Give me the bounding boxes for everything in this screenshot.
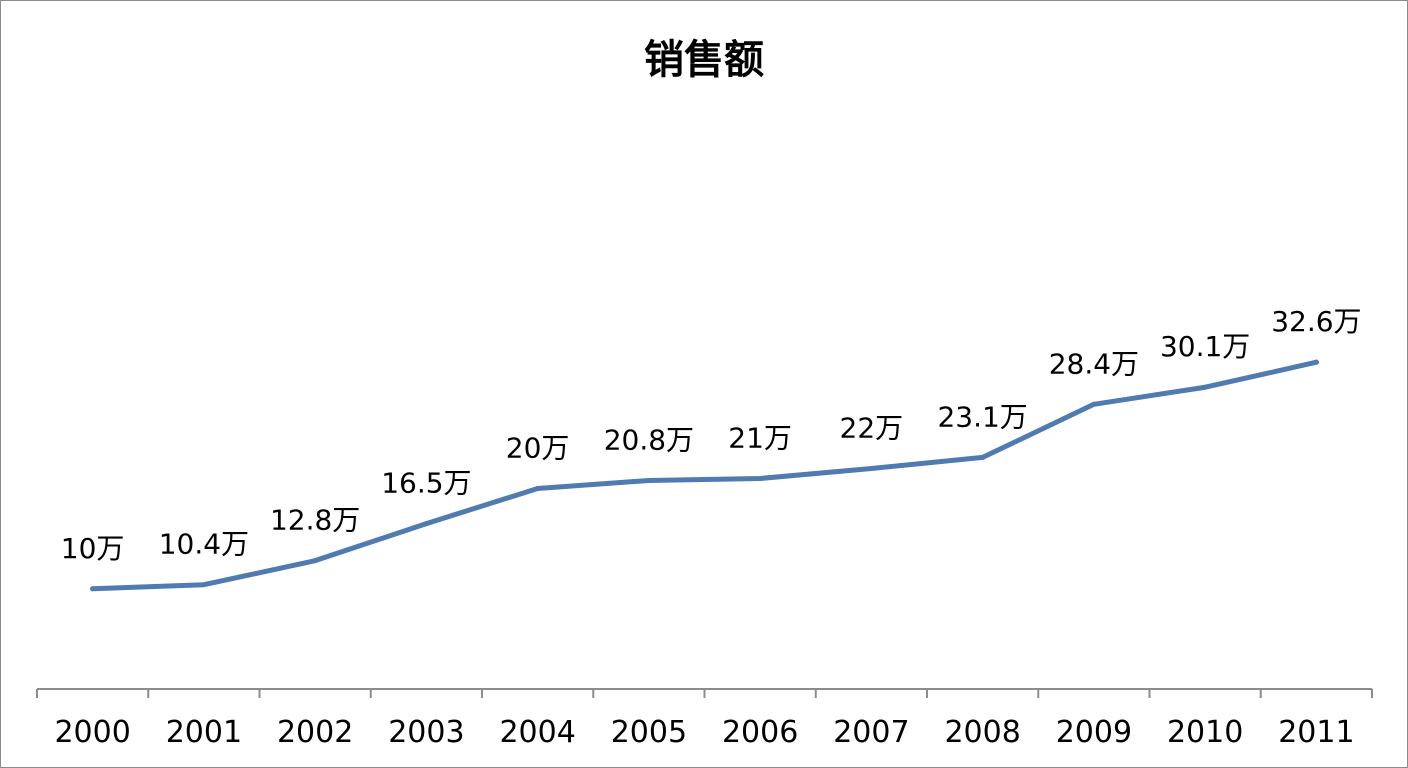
data-label: 16.5万 xyxy=(381,467,471,500)
data-point xyxy=(1313,359,1319,365)
data-label: 12.8万 xyxy=(270,504,360,537)
data-label: 10.4万 xyxy=(159,528,249,561)
data-point xyxy=(423,521,429,527)
data-point xyxy=(1202,384,1208,390)
data-point xyxy=(201,582,207,588)
data-label: 22万 xyxy=(840,411,904,444)
x-tick-label: 2001 xyxy=(166,715,242,750)
data-label: 20.8万 xyxy=(604,423,694,456)
data-label: 30.1万 xyxy=(1160,330,1250,363)
x-tick-label: 2005 xyxy=(611,715,687,750)
x-tick-label: 2010 xyxy=(1167,715,1243,750)
x-tick-label: 2003 xyxy=(388,715,464,750)
series-line xyxy=(90,359,1319,592)
x-tick-label: 2002 xyxy=(277,715,353,750)
data-label: 20万 xyxy=(506,432,570,465)
data-point xyxy=(535,486,541,491)
data-point xyxy=(757,475,763,481)
x-tick-label: 2004 xyxy=(499,715,575,750)
data-point xyxy=(312,558,318,564)
chart-title: 销售额 xyxy=(644,37,764,83)
data-point xyxy=(868,465,874,471)
x-tick-label: 2008 xyxy=(944,715,1020,750)
data-point xyxy=(980,454,986,460)
data-point xyxy=(90,586,96,592)
data-label: 21万 xyxy=(728,421,792,454)
x-tick-label: 2007 xyxy=(833,715,909,750)
x-tick-label: 2000 xyxy=(54,715,130,750)
data-label: 28.4万 xyxy=(1049,347,1139,380)
data-point xyxy=(646,477,652,483)
data-label: 10万 xyxy=(61,532,125,565)
x-tick-label: 2009 xyxy=(1056,715,1132,750)
x-tick-label: 2011 xyxy=(1278,715,1354,750)
data-label: 32.6万 xyxy=(1271,305,1361,338)
data-point xyxy=(1091,401,1097,407)
data-label: 23.1万 xyxy=(937,400,1027,433)
x-tick-label: 2006 xyxy=(722,715,798,750)
